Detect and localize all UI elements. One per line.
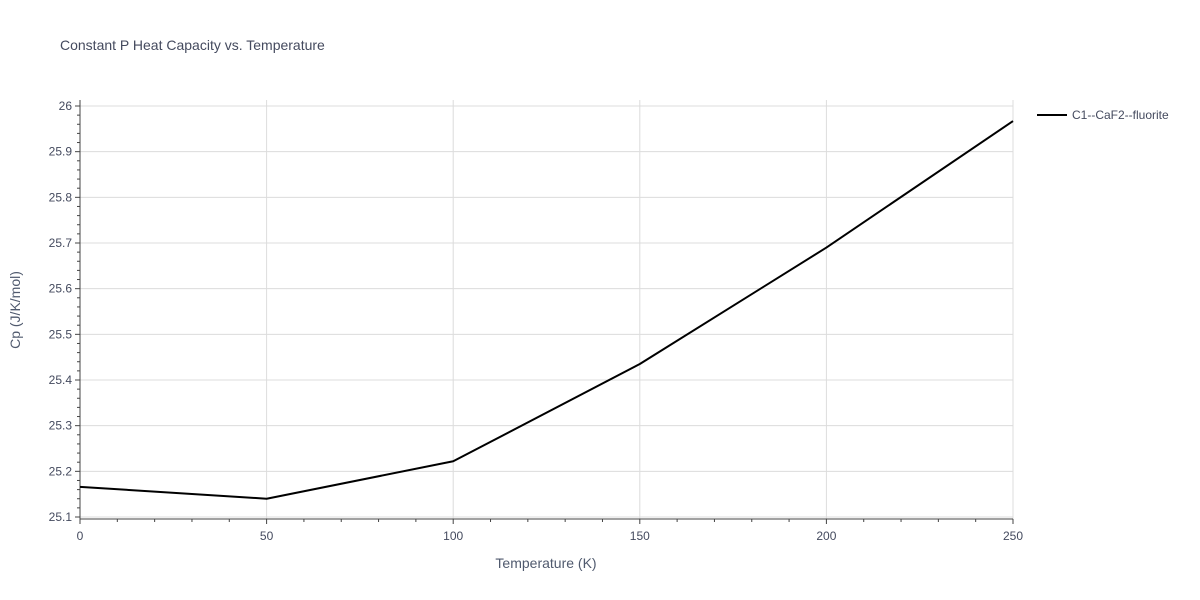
grid-layer bbox=[80, 100, 1014, 519]
y-tick-label: 25.7 bbox=[49, 236, 73, 250]
x-axis-title: Temperature (K) bbox=[495, 555, 596, 571]
series-layer bbox=[79, 120, 1014, 500]
x-tick-label: 150 bbox=[630, 529, 650, 543]
y-tick-label: 25.6 bbox=[49, 282, 73, 296]
y-tick-label: 26 bbox=[59, 99, 73, 113]
axis-layer: 0 50 100 150 200 250 25.1 25.2 25.3 25.4 25.5 25.6 2… bbox=[49, 99, 1024, 543]
legend[interactable]: C1--CaF2--fluorite bbox=[1037, 108, 1169, 122]
y-tick-label: 25.9 bbox=[49, 145, 73, 159]
chart-title: Constant P Heat Capacity vs. Temperature bbox=[60, 37, 325, 53]
x-tick-label: 200 bbox=[816, 529, 836, 543]
y-tick-label: 25.8 bbox=[49, 190, 73, 204]
x-tick-label: 0 bbox=[77, 529, 84, 543]
x-tick-label: 250 bbox=[1003, 529, 1023, 543]
x-tick-label: 50 bbox=[260, 529, 274, 543]
legend-label: C1--CaF2--fluorite bbox=[1072, 108, 1169, 122]
y-axis-title: Cp (J/K/mol) bbox=[7, 271, 23, 349]
x-tick-label: 100 bbox=[443, 529, 463, 543]
y-tick-label: 25.3 bbox=[49, 419, 73, 433]
y-tick-label: 25.4 bbox=[49, 373, 73, 387]
y-tick-label: 25.1 bbox=[49, 510, 73, 524]
y-tick-label: 25.5 bbox=[49, 327, 73, 341]
y-tick-label: 25.2 bbox=[49, 464, 73, 478]
series-line bbox=[79, 120, 1014, 500]
